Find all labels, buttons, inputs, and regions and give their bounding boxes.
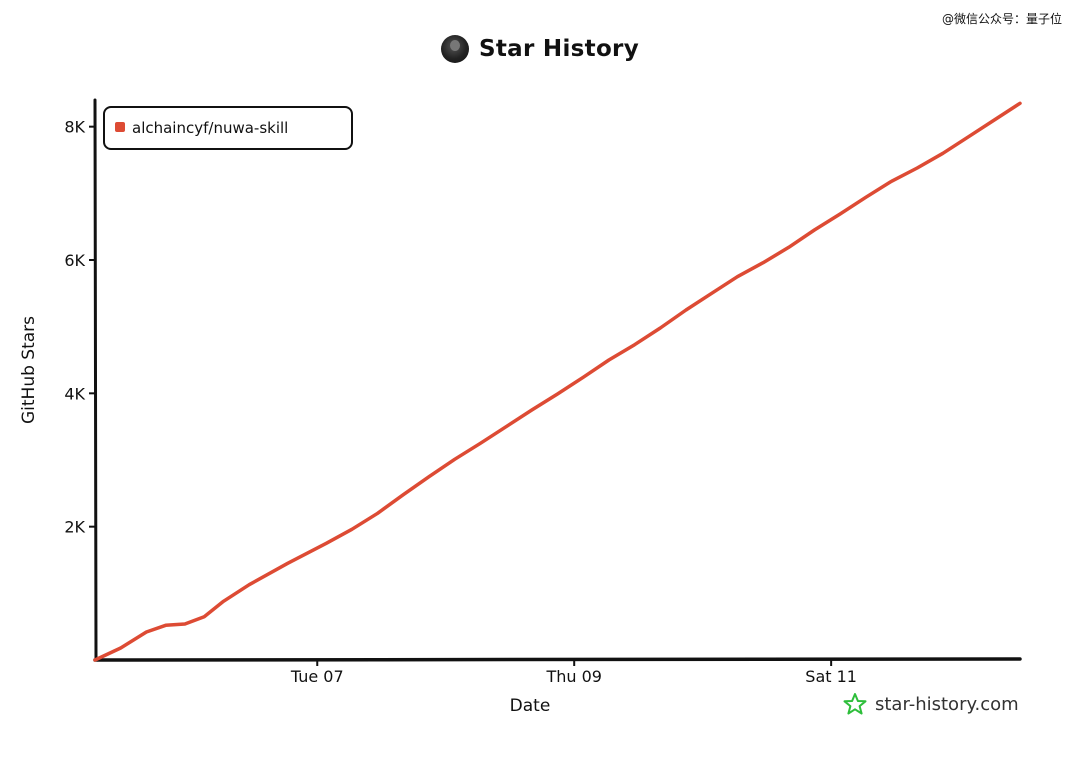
- series-layer: [93, 101, 1022, 662]
- brand-text: star-history.com: [875, 693, 1019, 715]
- y-axis-label: GitHub Stars: [19, 316, 39, 424]
- y-tick-label: 8K: [64, 118, 85, 137]
- y-tick-label: 4K: [64, 384, 85, 403]
- x-axis-label: Date: [510, 696, 551, 716]
- legend-box: [103, 106, 353, 150]
- y-tick-label: 2K: [64, 518, 85, 537]
- x-tick-label: Tue 07: [290, 667, 344, 686]
- brand-link[interactable]: star-history.com: [843, 692, 1019, 716]
- legend: alchaincyf/nuwa-skill: [103, 106, 353, 150]
- y-axis-line: [93, 98, 98, 662]
- star-logo-icon: [843, 693, 867, 715]
- x-tick-label: Thu 09: [545, 667, 602, 686]
- x-axis-line: [93, 657, 1022, 662]
- x-axis-ticks: Tue 07 Thu 09 Sat 11: [290, 660, 857, 686]
- watermark-text: @微信公众号：量子位: [941, 12, 1062, 26]
- legend-label: alchaincyf/nuwa-skill: [132, 119, 288, 137]
- y-axis-ticks: 2K 4K 6K 8K: [64, 118, 95, 537]
- avatar-icon: [441, 35, 469, 63]
- legend-swatch: [115, 122, 125, 132]
- chart-axes: [93, 98, 1022, 662]
- chart-title: Star History: [479, 36, 639, 62]
- chart-header: Star History: [0, 35, 1080, 69]
- series-line: [93, 101, 1022, 662]
- y-tick-label: 6K: [64, 251, 85, 270]
- x-tick-label: Sat 11: [805, 667, 857, 686]
